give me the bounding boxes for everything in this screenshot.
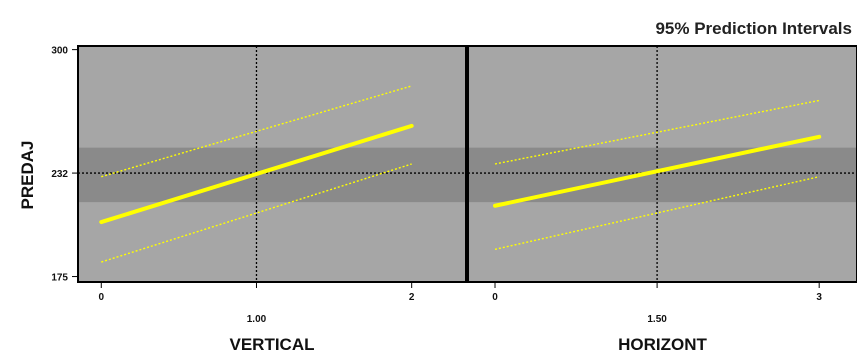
y-tick-label: 232: [51, 169, 68, 180]
series-upper-line: [494, 99, 820, 165]
x-tick-label: 2: [409, 292, 415, 303]
panel-frame: [77, 45, 467, 283]
reference-band: [468, 147, 857, 203]
y-axis-label: PREDAJ: [18, 141, 37, 210]
series-fit-line: [493, 134, 822, 208]
panel-2: 0 1.50 3 HORIZONT: [467, 45, 857, 354]
chart-title: 95% Prediction Intervals: [655, 19, 852, 38]
series-fit-line: [99, 123, 414, 225]
reference-band: [78, 147, 466, 203]
series-upper-line: [101, 85, 412, 178]
x-tick-label: 0: [492, 292, 498, 303]
x-tick-label: 1.00: [247, 314, 267, 325]
series-lower-line: [494, 176, 820, 251]
x-tick-label: 0: [98, 292, 104, 303]
x-tick-label: 3: [816, 292, 822, 303]
x-axis-label: HORIZONT: [618, 335, 707, 354]
panel-frame: [467, 45, 857, 283]
plot-area: 0 1.00 2 VERTICAL 0 1.50 3 HORIZONT 175 232 300: [51, 45, 857, 354]
panel-1: 0 1.00 2 VERTICAL: [77, 45, 467, 354]
y-tick-label: 175: [51, 273, 68, 284]
x-axis-label: VERTICAL: [230, 335, 315, 354]
x-tick-label: 1.50: [647, 314, 667, 325]
y-tick-label: 300: [51, 46, 68, 57]
